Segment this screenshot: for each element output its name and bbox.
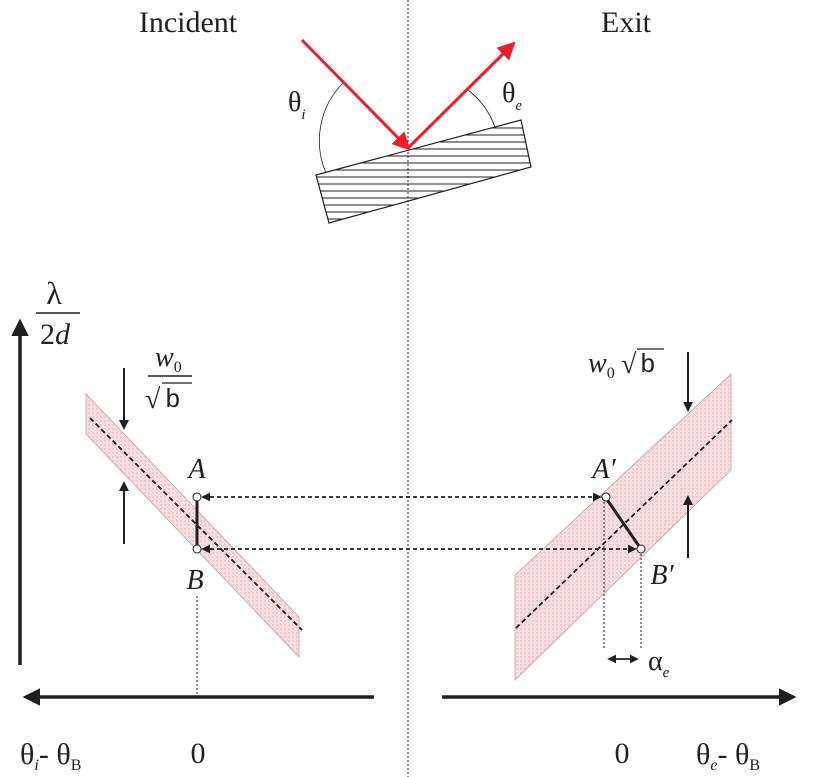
point-b-marker xyxy=(192,544,202,554)
x-left-zero: 0 xyxy=(191,737,206,770)
point-a-prime-marker xyxy=(601,492,611,502)
point-a-marker xyxy=(192,492,202,502)
x-right-zero: 0 xyxy=(615,737,630,770)
point-b-prime-label: B′ xyxy=(650,560,674,591)
exit-band xyxy=(514,373,733,681)
exit-width-label: w0 √ b xyxy=(588,348,664,382)
exit-sqrt-symbol: √ xyxy=(621,349,637,380)
w0-numerator: w0 xyxy=(155,342,182,376)
theta-e-label: θe xyxy=(502,78,522,114)
sqrt-symbol: √ xyxy=(145,384,161,415)
theta-e-arc xyxy=(467,89,496,128)
incident-band-center xyxy=(89,417,303,631)
exit-w0: w0 xyxy=(588,348,615,382)
incident-label: Incident xyxy=(139,6,238,39)
crystal-hatching xyxy=(316,127,531,220)
incident-band-fill xyxy=(85,393,300,658)
lambda-symbol: λ xyxy=(46,275,62,311)
exit-ab-segment xyxy=(604,497,643,550)
incident-band xyxy=(85,393,303,658)
two-d-label: 2d xyxy=(40,318,71,351)
exit-label: Exit xyxy=(601,6,652,39)
point-b-label: B xyxy=(186,565,203,596)
incident-beam xyxy=(300,38,411,151)
crystal-outline xyxy=(315,119,532,224)
x-right-axis-label: θe- θB xyxy=(696,738,760,774)
alpha-e-label: αe xyxy=(648,646,670,681)
point-a-prime-label: A′ xyxy=(590,454,616,485)
point-a-label: A xyxy=(186,454,206,485)
y-axis-label: λ 2d xyxy=(36,275,80,351)
exit-band-fill xyxy=(514,373,732,681)
exit-beam xyxy=(406,41,516,150)
exit-band-center xyxy=(515,419,733,629)
exit-b-symbol: b xyxy=(640,350,656,380)
theta-i-arc xyxy=(319,82,344,174)
point-b-prime-marker xyxy=(636,544,646,554)
theta-i-label: θi xyxy=(288,87,306,123)
x-left-axis-label: θi- θB xyxy=(20,738,81,774)
incident-width-label: w0 √ b xyxy=(145,342,192,415)
b-symbol: b xyxy=(165,385,181,415)
